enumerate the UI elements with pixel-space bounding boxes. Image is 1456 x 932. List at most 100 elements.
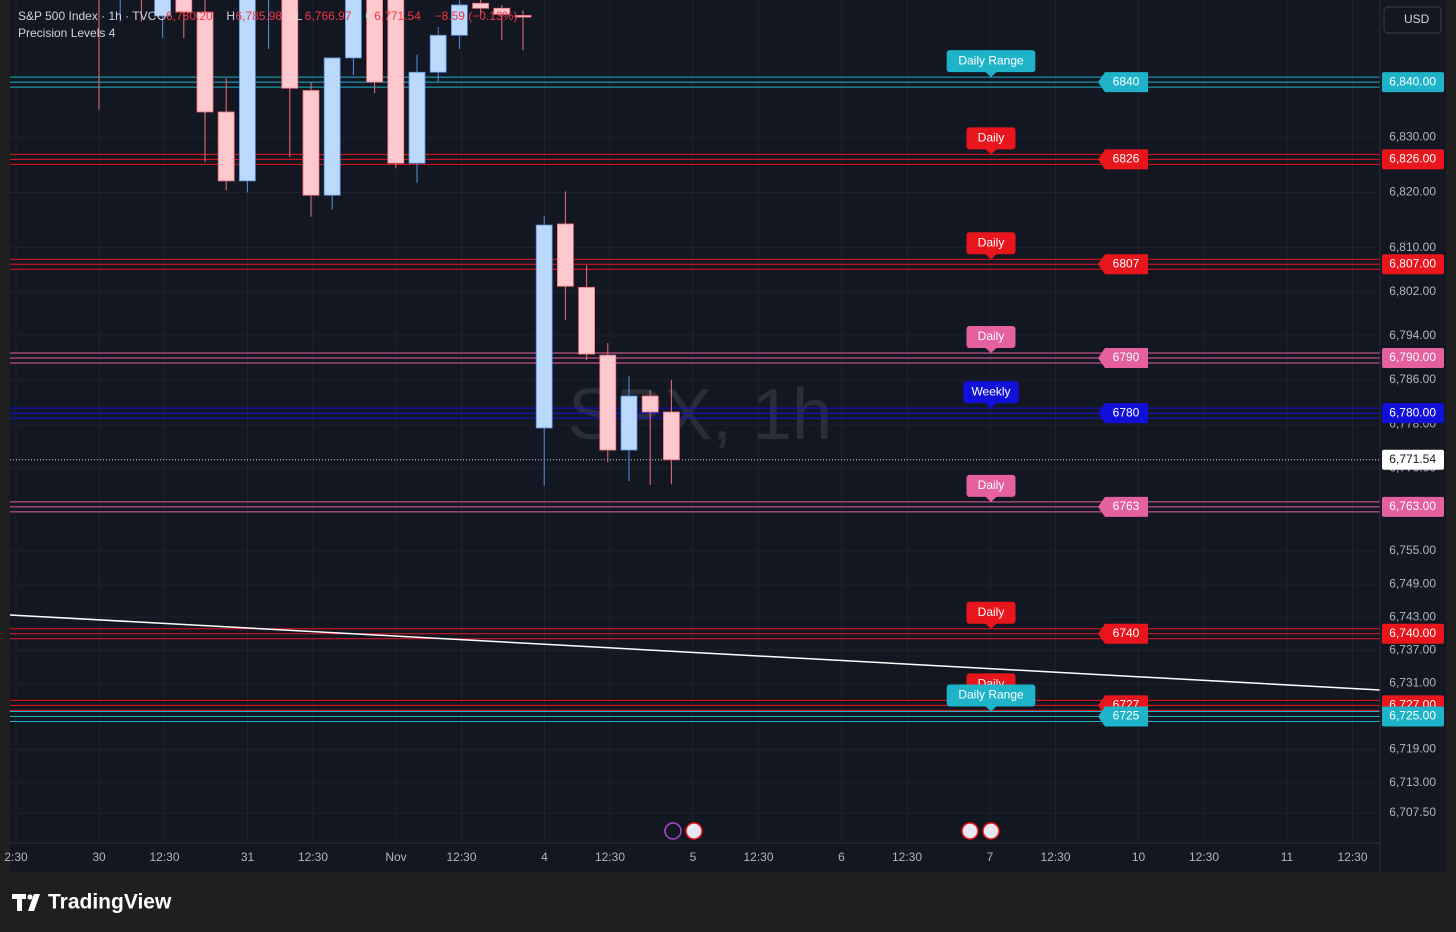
x-tick-label: 5 [690,850,697,864]
level-label-box [946,684,1036,707]
level-price-tag [1098,347,1148,368]
ohlc-value: 6,780.20 [166,9,213,23]
level-price-tag [1098,403,1148,424]
ohlc-value: 6,785.98 [235,9,282,23]
logo-shape [27,894,33,900]
event-icon[interactable] [664,822,682,840]
x-tick-label: 12:30 [743,850,773,864]
axis-price-box [1382,347,1444,368]
level-annotation: Daily Range 6725 6,725.00 [946,684,1444,727]
event-icons [664,822,1000,840]
candle-body [578,286,595,355]
level-annotation: Daily 6790 6,790.00 [966,325,1444,368]
candle-body [323,57,341,196]
level-label-box [966,601,1016,624]
level-label-pointer [985,347,997,353]
axis-price-label: 6,740.00 [1389,626,1436,640]
level-label: Daily [978,131,1005,145]
axis-price-box [1382,149,1444,170]
level-label: Daily [978,605,1005,619]
last-price-label: 6,771.54 [1389,452,1436,466]
candle-body [154,0,172,17]
level-price-label: 6740 [1113,626,1140,640]
level-label: Daily [978,478,1005,492]
level-price-label: 6840 [1113,74,1140,88]
level-price-tag [1098,254,1148,275]
candle-body [429,34,447,73]
currency-button[interactable] [1383,6,1442,34]
ohlc-value: 6,766.97 [305,9,352,23]
level-label-box [966,474,1016,497]
candle-body [408,71,426,164]
x-tick-label: 12:30 [149,850,179,864]
y-tick-label: 6,810.00 [1389,240,1436,254]
level-label-pointer [985,623,997,629]
x-tick-label: 4 [541,850,548,864]
y-tick-label: 6,707.50 [1389,805,1436,819]
level-price-tag [1098,623,1148,644]
candle-body [535,224,553,429]
trendline [9,614,1381,691]
axis-price-box [1382,623,1444,644]
level-label-box [966,325,1016,348]
candle-body [344,0,362,59]
level-label: Daily [978,235,1005,249]
y-tick-label: 6,737.00 [1389,642,1436,656]
candle-body [281,0,299,89]
level-price-tag [1098,496,1148,517]
candle-body [217,111,235,182]
candle-body [175,0,193,13]
y-tick-label: 6,743.00 [1389,609,1436,623]
y-tick-label: 6,794.00 [1389,328,1436,342]
candle-body [238,0,256,182]
axis-price-box [1382,496,1444,517]
candle-body [641,395,659,413]
y-tick-label: 6,755.00 [1389,543,1436,557]
event-icon[interactable] [982,822,1000,840]
candle-body [557,223,574,287]
level-price-tag [1098,149,1148,170]
candle-body [387,0,405,164]
axis-price-label: 6,763.00 [1389,499,1436,513]
axis-price-label: 6,725.00 [1389,709,1436,723]
indicator-name: Precision Levels 4 [18,26,116,40]
y-tick-label: 6,749.00 [1389,576,1436,590]
level-label: Daily Range [958,53,1024,67]
y-tick-label: 6,731.00 [1389,676,1436,690]
level-price-tag [1098,72,1148,93]
level-annotation: Daily 6740 6,740.00 [966,601,1444,644]
level-price-tag [1098,706,1148,727]
ohlc-key: O [157,9,166,23]
brand-logo [12,894,40,911]
ohlc-value: 6,771.54 [374,9,421,23]
level-price-label: 6807 [1113,256,1140,270]
axis-price-label: 6,840.00 [1389,74,1436,88]
candle-body [302,90,320,196]
x-tick-label: 12:30 [595,850,625,864]
level-label-box [963,381,1019,404]
level-label-box [966,232,1016,255]
x-tick-label: 2:30 [4,850,28,864]
x-tick-label: 12:30 [446,850,476,864]
ohlc-key: C [365,9,374,23]
axis-price-box [1382,72,1444,93]
level-price-label: 6763 [1113,499,1140,513]
level-annotation: Daily Range 6840 6,840.00 [946,50,1444,93]
candle-body [493,7,511,15]
y-tick-label: 6,713.00 [1389,775,1436,789]
x-tick-label: 11 [1281,850,1294,864]
level-price-label: 6780 [1113,405,1140,419]
event-icon[interactable] [685,822,703,840]
event-icon[interactable] [961,822,979,840]
level-price-label: 6790 [1113,350,1140,364]
level-label-pointer [985,148,997,155]
level-price-label: 6826 [1113,152,1140,166]
last-price-box [1382,449,1444,470]
x-tick-label: 6 [838,850,845,864]
level-label-pointer [985,705,997,712]
brand-name: TradingView [48,891,172,914]
level-annotation: Daily 6826 6,826.00 [966,127,1444,170]
level-label-pointer [985,71,997,78]
ohlc-key: H [226,9,235,23]
